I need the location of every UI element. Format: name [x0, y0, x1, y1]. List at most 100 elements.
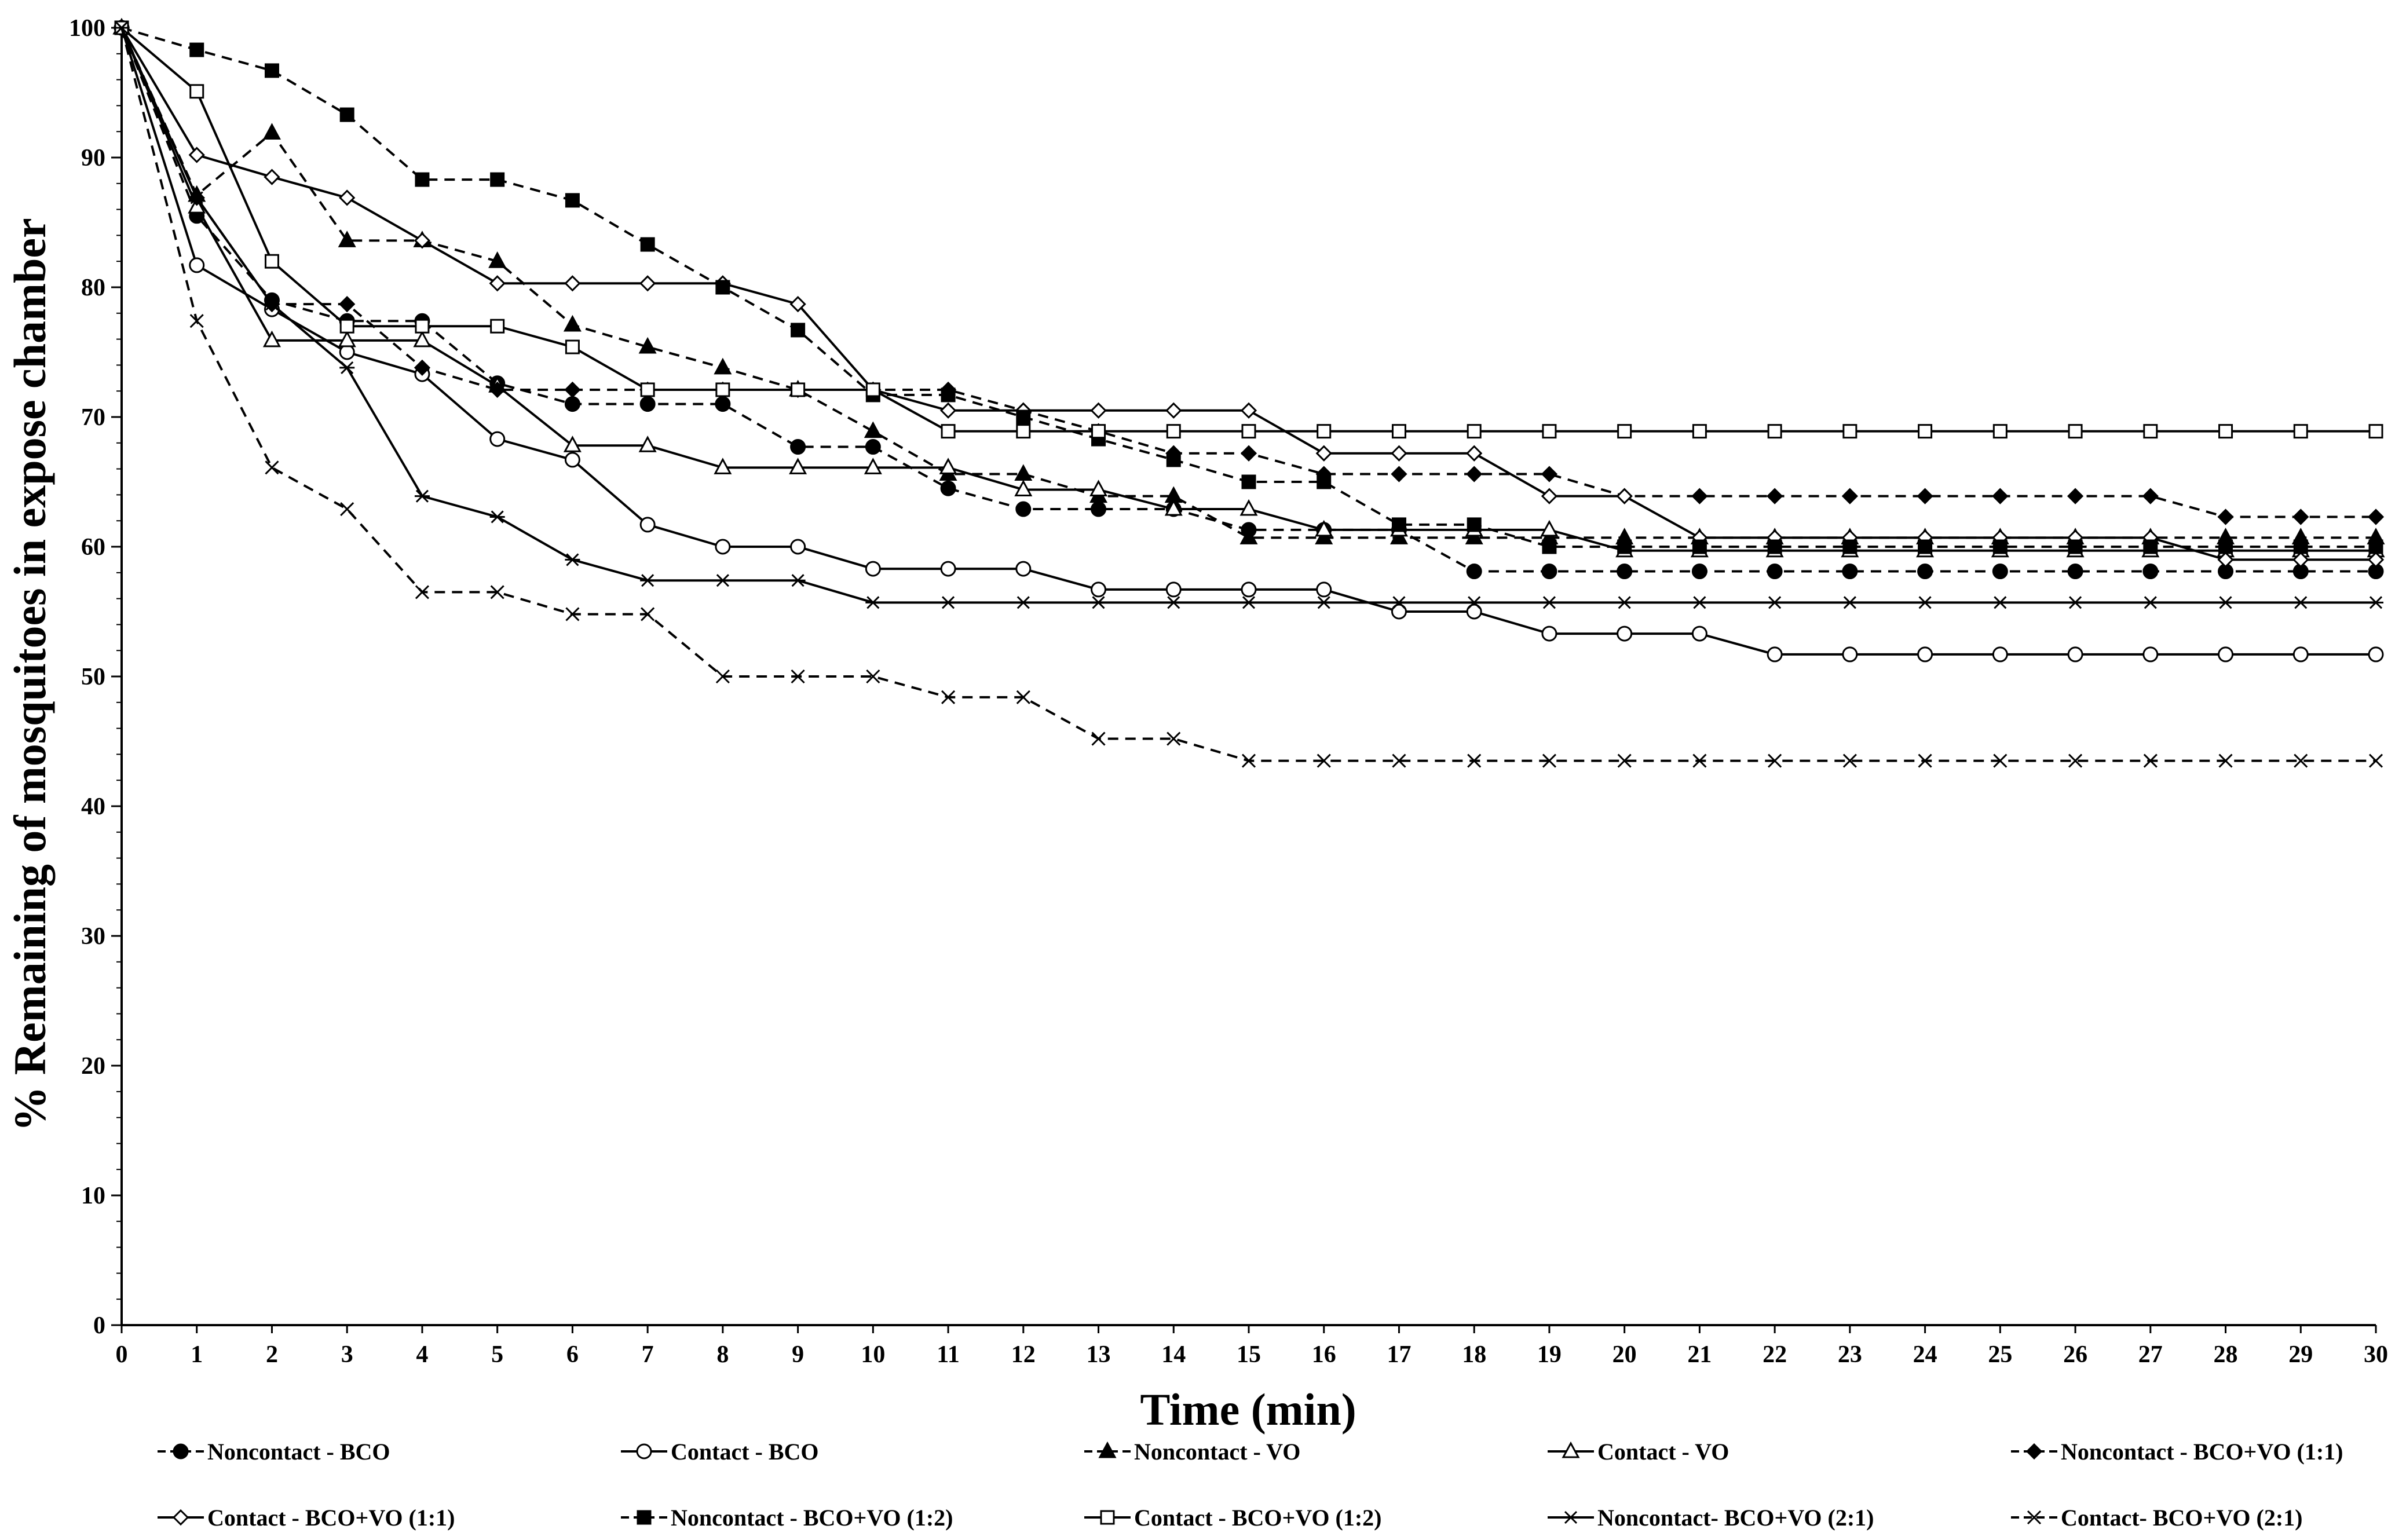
series-noncontact-bco — [114, 20, 2384, 580]
data-point-contact-vo — [1540, 520, 1559, 537]
legend-label: Noncontact- BCO+VO (2:1) — [1597, 1505, 1874, 1531]
data-point-contact-bco — [1541, 625, 1557, 642]
data-point-noncontact-bco — [2142, 564, 2159, 580]
data-point-contact-bco-vo-2-1 — [340, 502, 354, 517]
x-tick-label: 13 — [1087, 1341, 1111, 1368]
data-point-contact-bco-vo-1-2 — [2143, 424, 2158, 439]
x-tick-label: 11 — [937, 1341, 960, 1368]
data-point-contact-bco-vo-1-1 — [1466, 445, 1483, 462]
data-point-contact-bco-vo-1-2 — [1391, 424, 1406, 439]
data-point-noncontact-bco-vo-1-2 — [2068, 539, 2083, 554]
legend-marker — [172, 1509, 189, 1526]
series-line-contact-bco — [120, 27, 2376, 656]
data-point-contact-bco-vo-1-1 — [339, 189, 356, 206]
legend-item-contact-bco-vo-2-1: Contact- BCO+VO (2:1) — [2011, 1505, 2302, 1531]
data-point-noncontact-bco-vo-1-2 — [1016, 409, 1031, 425]
data-point-contact-bco-vo-2-1 — [641, 607, 655, 621]
data-point-contact-bco-vo-2-1 — [1016, 690, 1030, 704]
data-point-contact-bco — [1842, 646, 1858, 663]
data-point-noncontact-bco-vo-2-1 — [1767, 596, 1783, 609]
data-point-contact-bco-vo-2-1 — [1692, 753, 1707, 768]
legend-label: Contact- BCO+VO (2:1) — [2061, 1505, 2302, 1531]
data-point-noncontact-bco-vo-2-1 — [865, 596, 881, 609]
x-tick-label: 9 — [792, 1341, 804, 1368]
data-point-noncontact-bco-vo-1-1 — [2067, 488, 2084, 504]
data-point-noncontact-bco-vo-1-1 — [414, 359, 431, 376]
data-point-contact-bco-vo-1-2 — [2368, 424, 2383, 439]
data-point-noncontact-vo — [338, 231, 356, 247]
x-tick-label: 22 — [1763, 1341, 1787, 1368]
data-point-contact-bco-vo-1-2 — [2218, 424, 2233, 439]
data-point-contact-bco-vo-1-2 — [640, 382, 655, 397]
data-point-contact-vo — [262, 330, 281, 347]
data-point-contact-bco — [1466, 603, 1482, 620]
data-point-contact-bco-vo-1-2 — [2068, 424, 2083, 439]
data-point-noncontact-bco — [1842, 564, 1858, 580]
x-tick-label: 14 — [1161, 1341, 1186, 1368]
data-point-contact-bco — [1241, 581, 1257, 598]
x-tick-label: 10 — [861, 1341, 885, 1368]
series-group — [112, 17, 2385, 768]
data-point-noncontact-bco-vo-2-1 — [941, 596, 956, 609]
data-point-noncontact-bco-vo-1-2 — [2293, 539, 2308, 554]
x-tick-label: 0 — [116, 1341, 128, 1368]
series-noncontact-bco-vo-1-2 — [114, 20, 2383, 554]
data-point-contact-vo — [939, 458, 957, 474]
x-tick-label: 18 — [1462, 1341, 1486, 1368]
data-point-contact-bco-vo-1-2 — [1542, 424, 1557, 439]
data-point-noncontact-bco-vo-2-1 — [2068, 596, 2083, 609]
data-point-contact-vo — [1164, 499, 1183, 516]
data-point-noncontact-bco-vo-1-1 — [1391, 466, 1407, 482]
data-point-contact-bco-vo-1-2 — [1241, 424, 1256, 439]
legend-label: Noncontact - BCO — [207, 1439, 390, 1465]
data-point-contact-vo — [1239, 499, 1258, 516]
legend: Noncontact - BCO Contact - BCO Noncontact … — [158, 1439, 2343, 1531]
x-tick-label: 2 — [266, 1341, 278, 1368]
data-point-noncontact-bco-vo-1-2 — [1317, 474, 1332, 489]
data-point-noncontact-bco-vo-2-1 — [1391, 596, 1407, 609]
data-point-noncontact-bco-vo-1-2 — [715, 280, 730, 295]
data-point-contact-bco-vo-2-1 — [1768, 753, 1782, 768]
x-tick-label: 8 — [716, 1341, 729, 1368]
data-point-noncontact-bco-vo-1-2 — [941, 387, 956, 403]
series-line-contact-vo — [120, 27, 2376, 552]
data-point-noncontact-bco — [1992, 564, 2008, 580]
data-point-noncontact-bco — [564, 396, 580, 412]
data-point-contact-vo — [864, 458, 882, 474]
data-point-contact-vo — [789, 458, 807, 474]
data-point-noncontact-bco-vo-2-1 — [1842, 596, 1857, 609]
legend-marker — [1100, 1510, 1115, 1525]
x-tick-label: 16 — [1312, 1341, 1336, 1368]
x-tick-label: 4 — [416, 1341, 428, 1368]
data-point-noncontact-bco-vo-2-1 — [189, 191, 204, 204]
data-point-noncontact-bco — [2067, 564, 2083, 580]
data-point-contact-bco — [1617, 625, 1633, 642]
data-point-contact-bco-vo-1-2 — [1617, 424, 1632, 439]
x-tick-label: 3 — [341, 1341, 353, 1368]
data-point-contact-bco-vo-2-1 — [114, 20, 129, 35]
data-point-noncontact-bco — [1466, 564, 1482, 580]
data-point-noncontact-bco — [639, 396, 656, 412]
data-point-contact-bco-vo-1-1 — [1165, 402, 1182, 419]
data-point-contact-bco-vo-2-1 — [1317, 753, 1331, 768]
data-point-contact-bco-vo-1-2 — [1842, 424, 1857, 439]
data-point-contact-bco — [1015, 561, 1032, 577]
data-point-contact-bco-vo-2-1 — [1167, 731, 1181, 746]
legend-item-contact-bco: Contact - BCO — [621, 1439, 819, 1465]
data-point-noncontact-bco-vo-1-2 — [1166, 452, 1181, 467]
data-point-contact-bco-vo-1-1 — [264, 169, 280, 185]
data-point-contact-bco — [1992, 646, 2008, 663]
data-point-noncontact-bco-vo-1-2 — [791, 323, 806, 338]
y-tick-label: 30 — [81, 923, 105, 950]
data-point-noncontact-vo — [563, 314, 582, 332]
data-point-contact-bco-vo-1-1 — [1391, 445, 1407, 462]
x-tick-label: 28 — [2214, 1341, 2238, 1368]
data-point-noncontact-bco-vo-1-1 — [339, 295, 356, 313]
data-point-contact-bco-vo-1-2 — [1918, 424, 1933, 439]
legend-item-noncontact-bco-vo-2-1: Noncontact- BCO+VO (2:1) — [1548, 1505, 1874, 1531]
legend-marker — [1562, 1441, 1580, 1458]
x-tick-label: 6 — [566, 1341, 579, 1368]
data-point-noncontact-bco-vo-1-2 — [1767, 539, 1782, 554]
data-point-contact-bco-vo-1-1 — [564, 275, 581, 292]
x-tick-label: 27 — [2138, 1341, 2163, 1368]
